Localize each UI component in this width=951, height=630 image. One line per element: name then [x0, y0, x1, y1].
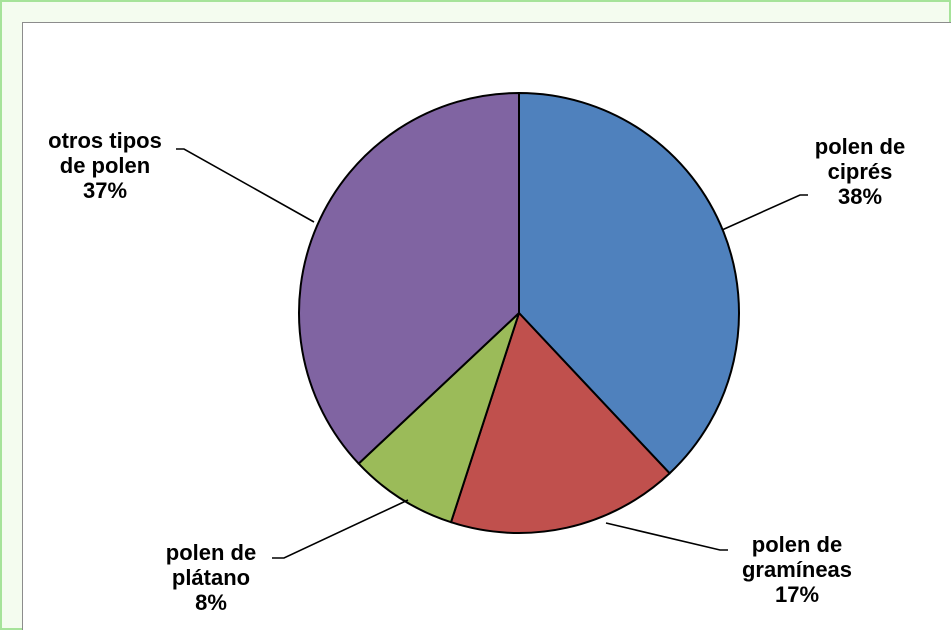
label-gramineas-pct: 17%	[774, 582, 820, 607]
leader-line-cipres	[721, 194, 808, 231]
label-platano-pct: 8%	[195, 590, 227, 615]
label-otros: otros tipos de polen 37%	[32, 128, 178, 203]
slice-gramineas	[450, 312, 671, 534]
label-cipres-line2: ciprés	[827, 159, 893, 184]
label-otros-pct: 37%	[82, 178, 128, 203]
label-gramineas: polen de gramíneas 17%	[724, 532, 870, 607]
slice-otros	[298, 92, 520, 465]
label-platano: polen de plátano 8%	[148, 540, 274, 615]
label-cipres-pct: 38%	[837, 184, 883, 209]
leader-line-gramineas	[605, 522, 728, 551]
label-cipres: polen de ciprés 38%	[800, 134, 920, 209]
label-otros-line2: de polen	[59, 153, 151, 178]
label-platano-line2: plátano	[171, 565, 251, 590]
label-cipres-line1: polen de	[814, 134, 906, 159]
slice-platano	[357, 312, 520, 524]
leader-line-otros	[176, 148, 315, 223]
label-gramineas-line2: gramíneas	[741, 557, 853, 582]
label-platano-line1: polen de	[165, 540, 257, 565]
label-gramineas-line1: polen de	[751, 532, 843, 557]
label-otros-line1: otros tipos	[48, 128, 162, 153]
leader-line-platano	[272, 499, 409, 559]
slice-cipres	[518, 92, 740, 475]
